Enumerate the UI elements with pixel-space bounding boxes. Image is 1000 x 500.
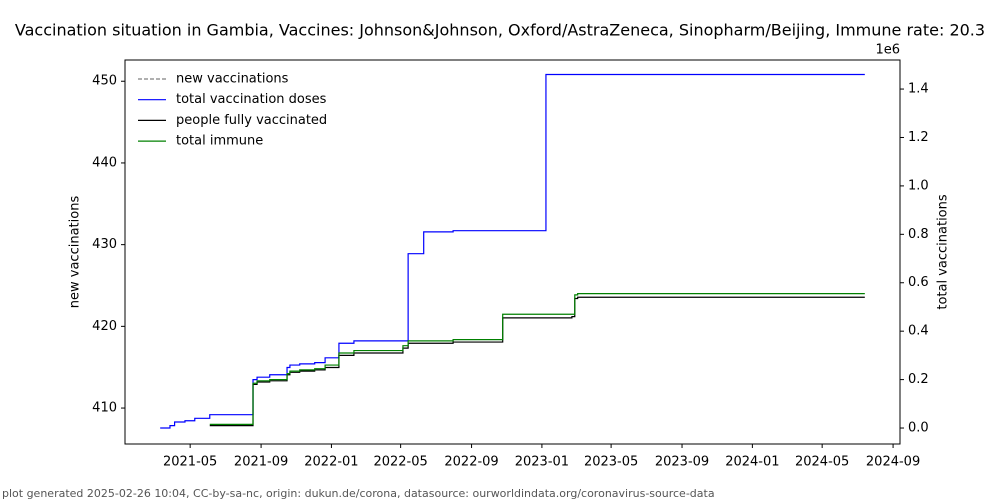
y-tick-label: 450 (92, 74, 117, 89)
legend-label: total vaccination doses (176, 92, 327, 107)
y-tick-label: 410 (92, 401, 117, 416)
series-line (209, 296, 865, 427)
footer: plot generated 2025-02-26 10:04, CC-by-s… (2, 487, 715, 500)
y2-tick-label: 1.0 (908, 178, 929, 193)
series-line (209, 293, 865, 425)
y-tick-label: 430 (92, 237, 117, 252)
x-tick-label: 2022-09 (444, 455, 498, 470)
y2-offset: 1e6 (875, 43, 900, 58)
x-tick-label: 2023-09 (655, 455, 709, 470)
y-axis-label: new vaccinations (68, 196, 83, 309)
x-tick-label: 2024-01 (725, 455, 779, 470)
y2-tick-label: 0.2 (908, 372, 929, 387)
y2-tick-label: 0.0 (908, 421, 929, 436)
y2-tick-label: 0.4 (908, 324, 929, 339)
legend-label: people fully vaccinated (176, 113, 327, 128)
y2-tick-label: 1.2 (908, 130, 929, 145)
y-tick-label: 440 (92, 155, 117, 170)
x-tick-label: 2022-01 (304, 455, 358, 470)
y2-tick-label: 0.6 (908, 275, 929, 290)
x-tick-label: 2024-09 (866, 455, 920, 470)
y-tick-label: 420 (92, 319, 117, 334)
plot-frame (124, 59, 901, 445)
x-tick-label: 2021-05 (163, 455, 217, 470)
y2-tick-label: 0.8 (908, 227, 929, 242)
legend-label: total immune (176, 134, 263, 149)
series-line (160, 73, 865, 429)
x-tick-label: 2021-09 (234, 455, 288, 470)
x-tick-label: 2024-05 (795, 455, 849, 470)
y2-axis-label: total vaccinations (936, 194, 951, 310)
x-tick-label: 2023-05 (584, 455, 638, 470)
x-tick-label: 2022-05 (373, 455, 427, 470)
x-tick-label: 2023-01 (515, 455, 569, 470)
chart-title: Vaccination situation in Gambia, Vaccine… (15, 21, 985, 40)
legend-label: new vaccinations (176, 72, 289, 87)
y2-tick-label: 1.4 (908, 82, 929, 97)
